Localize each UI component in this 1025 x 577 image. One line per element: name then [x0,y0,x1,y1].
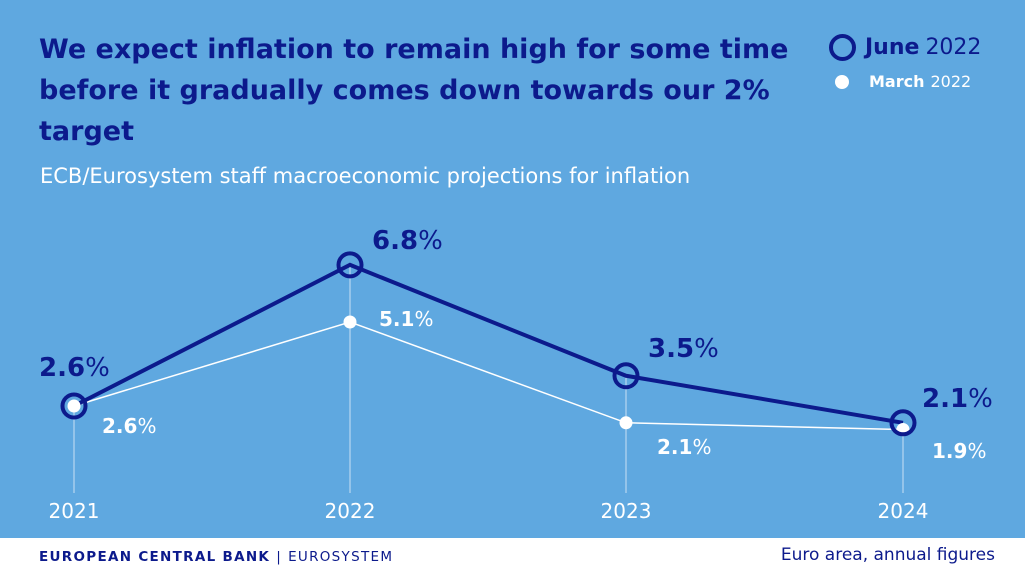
series-line-march-2022 [73,321,904,431]
march-label-2022: 5.1% [379,307,433,331]
march-label-2023: 2.1% [657,435,711,459]
june-label-2022: 6.8% [372,226,443,256]
june-point-2024 [889,409,917,437]
footer-separator: | [276,549,283,565]
chart-title: We expect inflation to remain high for s… [39,34,789,147]
legend-march-month: March [869,72,925,91]
legend-june-month: June [865,35,920,60]
x-tick-label-2023: 2023 [601,499,652,523]
june-point-2023 [612,362,640,390]
march-label-2024: 1.9% [932,439,986,463]
footer-note: Euro area, annual figures [780,545,995,565]
legend-march: March 2022 [835,72,971,91]
x-tick-label-2021: 2021 [49,499,100,523]
footer-system-name: EUROSYSTEM [288,549,394,565]
june-label-2021: 2.6% [39,353,110,383]
june-point-2022 [336,251,364,279]
footer-org: EUROPEAN CENTRAL BANK | EUROSYSTEM [39,549,393,565]
legend-june: June 2022 [829,34,981,61]
march-label-2021: 2.6% [102,414,156,438]
march-point-2023 [619,416,633,430]
legend-june-year: 2022 [925,35,982,60]
footer-org-name: EUROPEAN CENTRAL BANK [39,549,271,565]
x-tick-label-2022: 2022 [325,499,376,523]
legend-march-year: 2022 [930,72,972,91]
june-label-2023: 3.5% [648,334,719,364]
june-point-2021 [60,392,88,420]
legend-june-marker [829,34,856,61]
series-line-june-2022 [73,262,904,425]
march-point-2022 [343,315,357,329]
chart-subtitle: ECB/Eurosystem staff macroeconomic proje… [40,164,691,188]
x-tick-label-2024: 2024 [878,499,929,523]
legend-march-marker [835,74,849,89]
chart-panel [0,0,1025,538]
march-point-2021 [67,399,81,413]
line-chart: 2.6% 6.8% 3.5% 2.1% 2.6% 5.1% 2.1% 1.9% 2021 2022… [39,226,993,523]
june-label-2024: 2.1% [922,384,993,414]
